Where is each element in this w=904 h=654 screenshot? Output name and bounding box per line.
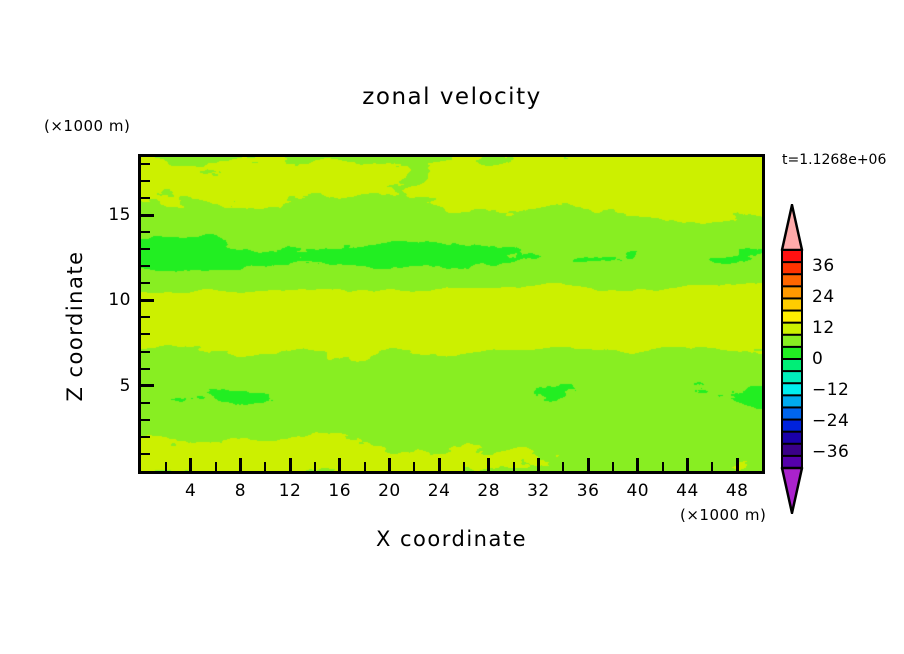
x-axis-tick-label: 4 [185, 481, 197, 501]
x-axis-tick-label: 24 [427, 481, 451, 501]
contour-field [141, 157, 762, 471]
page-title: zonal velocity [362, 84, 542, 110]
x-axis-tick [214, 462, 217, 471]
x-axis-tick-label: 8 [234, 481, 247, 501]
colorbar-tick-label: −36 [812, 442, 850, 463]
x-axis-tick [288, 458, 292, 471]
x-axis-tick-label: 12 [278, 481, 302, 501]
y-axis-tick [141, 162, 150, 165]
timestamp-annotation: t=1.1268e+06 [782, 152, 887, 168]
x-axis-title: X coordinate [375, 527, 528, 551]
x-axis-tick [164, 462, 167, 471]
y-axis-tick [141, 418, 150, 421]
x-axis-tick-label: 32 [527, 481, 550, 501]
x-axis-tick-label: 16 [328, 481, 352, 501]
x-axis-tick-label: 28 [477, 481, 501, 501]
colorbar-tick-label: −12 [812, 380, 850, 401]
y-axis-tick [141, 384, 154, 388]
colorbar-tick-label: 36 [812, 255, 835, 276]
y-axis-tick-label: 5 [119, 375, 131, 396]
x-axis-tick [238, 458, 242, 471]
x-axis-tick [313, 462, 316, 471]
y-axis-tick [141, 231, 150, 234]
x-axis-tick [264, 462, 267, 471]
y-axis-tick [141, 452, 150, 455]
colorbar-tick-label: 24 [812, 286, 835, 307]
x-axis-tick-label: 44 [676, 481, 699, 501]
y-axis-unit-label: (×1000 m) [44, 117, 131, 135]
x-axis-tick [661, 462, 664, 471]
x-axis-tick [338, 458, 342, 471]
colorbar-tick-label: 0 [812, 349, 824, 369]
x-axis-tick [685, 458, 689, 471]
y-axis-tick [141, 401, 150, 404]
y-axis-tick [141, 248, 150, 251]
x-axis-tick-label: 40 [626, 481, 650, 501]
colorbar-graphic [780, 204, 804, 514]
x-axis-tick-label: 36 [576, 481, 600, 501]
y-axis-tick [141, 196, 150, 199]
x-axis-tick [586, 458, 590, 471]
x-axis-tick-label: 48 [725, 481, 749, 501]
y-axis-tick [141, 435, 150, 438]
x-axis-tick [711, 462, 714, 471]
y-axis-tick [141, 367, 150, 370]
x-axis-tick-label: 20 [378, 481, 401, 501]
y-axis-tick [141, 213, 154, 217]
x-axis-tick [562, 462, 565, 471]
x-axis-tick [487, 458, 491, 471]
y-axis-tick-label: 15 [108, 205, 131, 226]
x-axis-tick [636, 458, 640, 471]
x-axis-tick [189, 458, 193, 471]
x-axis-tick [512, 462, 515, 471]
y-axis-tick [141, 179, 150, 182]
colorbar [780, 204, 804, 514]
colorbar-tick-label: −24 [812, 411, 850, 432]
y-axis-tick [141, 298, 154, 302]
y-axis-title: Z coordinate [63, 250, 87, 402]
x-axis-unit-label: (×1000 m) [680, 506, 767, 524]
y-axis-tick [141, 350, 150, 353]
y-axis-tick [141, 265, 150, 268]
colorbar-tick-label: 12 [812, 317, 835, 338]
y-axis-tick [141, 282, 150, 285]
x-axis-tick [413, 462, 416, 471]
x-axis-tick [611, 462, 614, 471]
y-axis-tick [141, 316, 150, 319]
x-axis-tick [437, 458, 441, 471]
contour-plot-panel [138, 154, 765, 474]
x-axis-tick [536, 458, 540, 471]
y-axis-tick-label: 10 [108, 290, 131, 311]
x-axis-tick [735, 458, 739, 471]
x-axis-tick [462, 462, 465, 471]
x-axis-tick [363, 462, 366, 471]
x-axis-tick [387, 458, 391, 471]
y-axis-tick [141, 333, 150, 336]
